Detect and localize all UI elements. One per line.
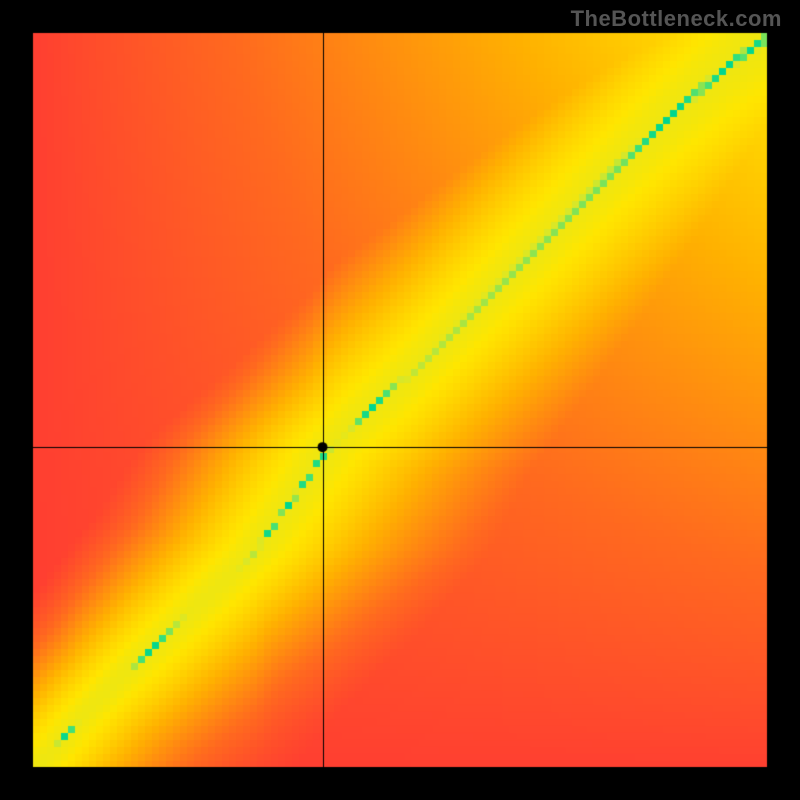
bottleneck-heatmap <box>0 0 800 800</box>
watermark-text: TheBottleneck.com <box>571 6 782 32</box>
